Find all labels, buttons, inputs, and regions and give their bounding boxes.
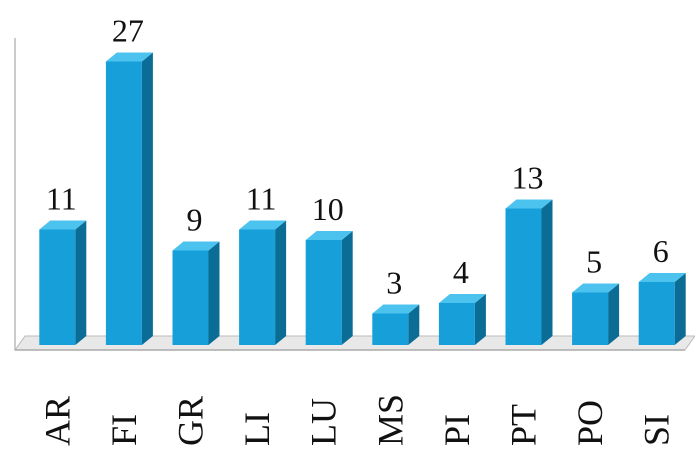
bar-side <box>341 231 353 345</box>
bar <box>39 220 87 345</box>
bar-top <box>39 220 87 230</box>
bar-front <box>372 313 409 345</box>
bar-front <box>305 240 342 345</box>
bar-top <box>172 241 220 251</box>
data-label: 9 <box>187 202 203 238</box>
bar-side <box>275 220 287 345</box>
bar <box>305 231 353 345</box>
bar-front <box>105 61 142 345</box>
x-tick-label: PT <box>504 404 544 446</box>
bar <box>172 241 220 345</box>
bar <box>638 273 686 345</box>
data-label: 27 <box>112 13 144 49</box>
bar-side <box>75 220 87 345</box>
bar <box>438 294 486 345</box>
x-tick-label: SI <box>637 414 677 446</box>
x-tick-label: LI <box>237 412 277 446</box>
bar-front <box>39 229 76 345</box>
data-label: 6 <box>653 233 669 269</box>
data-label: 3 <box>386 265 402 301</box>
bar <box>372 304 420 345</box>
data-label: 13 <box>512 160 544 196</box>
bar-top <box>572 283 620 293</box>
bar-front <box>505 208 542 345</box>
bar-top <box>305 231 353 240</box>
x-tick-label: AR <box>37 396 77 446</box>
x-tick-label: GR <box>171 396 211 446</box>
bar-front <box>438 303 475 345</box>
bar-front <box>572 292 609 345</box>
bar-side <box>608 283 620 345</box>
bar-side <box>408 304 420 345</box>
data-label: 5 <box>586 244 602 280</box>
bar-top <box>505 199 553 209</box>
bar-side <box>141 52 153 345</box>
bar-side <box>541 199 553 345</box>
bar-front <box>638 282 675 345</box>
bar <box>239 220 287 345</box>
data-label: 11 <box>246 181 277 217</box>
bar-top <box>105 52 153 62</box>
data-label: 10 <box>312 191 344 227</box>
bar-side <box>674 273 686 345</box>
bar-front <box>239 229 276 345</box>
x-tick-label: PO <box>570 400 610 446</box>
bar-side <box>474 294 486 345</box>
bar-top <box>638 273 686 282</box>
bar <box>572 283 620 345</box>
x-tick-label: LU <box>304 398 344 446</box>
x-tick-label: FI <box>104 414 144 446</box>
bar-side <box>208 241 220 345</box>
x-tick-label: MS <box>370 394 410 446</box>
bar-front <box>172 250 209 345</box>
data-label: 4 <box>453 254 469 290</box>
bar-top <box>239 220 287 230</box>
bar <box>505 199 553 345</box>
bar <box>105 52 153 345</box>
x-tick-label: PI <box>437 414 477 446</box>
bar-top <box>372 304 420 314</box>
data-label: 11 <box>46 181 77 217</box>
bar-top <box>438 294 486 303</box>
